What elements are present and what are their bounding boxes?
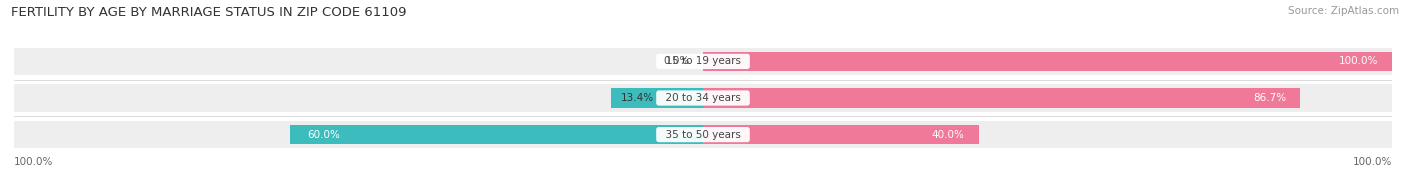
Text: 15 to 19 years: 15 to 19 years bbox=[659, 56, 747, 66]
Bar bbox=[703, 52, 1392, 71]
Bar bbox=[703, 121, 1392, 148]
Bar bbox=[703, 84, 1392, 112]
Bar bbox=[703, 125, 979, 144]
Text: Source: ZipAtlas.com: Source: ZipAtlas.com bbox=[1288, 6, 1399, 16]
Bar bbox=[703, 88, 1301, 108]
Text: 100.0%: 100.0% bbox=[1353, 157, 1392, 167]
Bar bbox=[610, 88, 703, 108]
Text: 40.0%: 40.0% bbox=[932, 130, 965, 140]
Bar bbox=[14, 84, 703, 112]
Bar bbox=[14, 121, 703, 148]
Text: 100.0%: 100.0% bbox=[1339, 56, 1378, 66]
Bar bbox=[14, 48, 703, 75]
Text: 100.0%: 100.0% bbox=[14, 157, 53, 167]
Text: 0.0%: 0.0% bbox=[664, 56, 689, 66]
Text: FERTILITY BY AGE BY MARRIAGE STATUS IN ZIP CODE 61109: FERTILITY BY AGE BY MARRIAGE STATUS IN Z… bbox=[11, 6, 406, 19]
Text: 60.0%: 60.0% bbox=[307, 130, 340, 140]
Bar bbox=[290, 125, 703, 144]
Text: 13.4%: 13.4% bbox=[621, 93, 654, 103]
Text: 86.7%: 86.7% bbox=[1253, 93, 1286, 103]
Text: 35 to 50 years: 35 to 50 years bbox=[659, 130, 747, 140]
Bar bbox=[703, 48, 1392, 75]
Text: 20 to 34 years: 20 to 34 years bbox=[659, 93, 747, 103]
